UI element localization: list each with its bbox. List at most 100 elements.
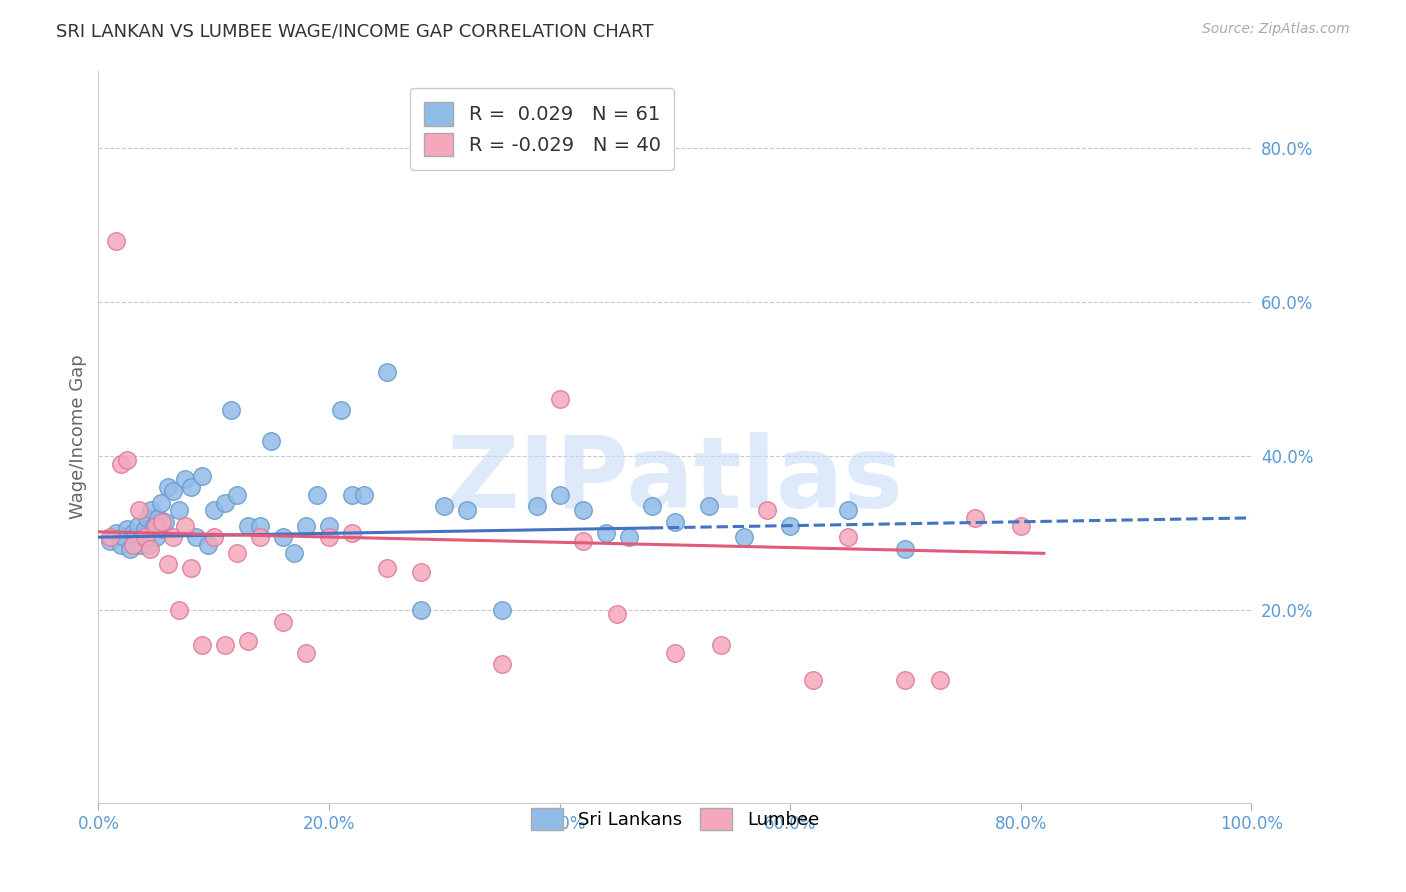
Point (929, 673, 952, 687)
Point (375, 365, 398, 379)
Point (283, 545, 305, 559)
Point (162, 530, 184, 544)
Point (238, 518, 260, 533)
Point (134, 530, 156, 544)
Point (145, 530, 167, 544)
Point (98, 534, 121, 549)
Point (180, 561, 202, 575)
Point (249, 518, 271, 533)
Point (110, 457, 132, 471)
Point (526, 500, 548, 514)
Point (249, 530, 271, 544)
Point (411, 603, 433, 617)
Point (148, 511, 170, 525)
Point (134, 523, 156, 537)
Point (104, 234, 127, 248)
Point (162, 483, 184, 498)
Point (1010, 518, 1032, 533)
Point (98, 530, 121, 544)
Point (617, 530, 640, 544)
Point (156, 480, 179, 494)
Point (456, 503, 478, 517)
Point (156, 557, 179, 571)
Point (138, 538, 160, 552)
Point (174, 518, 197, 533)
Point (963, 511, 986, 525)
Point (128, 503, 150, 517)
Point (271, 615, 294, 629)
Point (202, 503, 225, 517)
Point (167, 603, 190, 617)
Text: Source: ZipAtlas.com: Source: ZipAtlas.com (1202, 22, 1350, 37)
Point (340, 526, 363, 541)
Point (548, 488, 571, 502)
Point (214, 638, 236, 652)
Point (155, 515, 177, 529)
Point (104, 526, 127, 541)
Text: SRI LANKAN VS LUMBEE WAGE/INCOME GAP CORRELATION CHART: SRI LANKAN VS LUMBEE WAGE/INCOME GAP COR… (56, 22, 654, 40)
Point (318, 530, 340, 544)
Point (202, 530, 225, 544)
Point (837, 503, 859, 517)
Point (180, 480, 202, 494)
Point (548, 392, 571, 406)
Point (167, 503, 190, 517)
Point (260, 434, 283, 448)
Point (142, 518, 165, 533)
Point (117, 523, 139, 537)
Point (295, 518, 318, 533)
Point (664, 646, 686, 660)
Point (197, 538, 219, 552)
Point (411, 565, 433, 579)
Point (186, 530, 208, 544)
Point (225, 488, 247, 502)
Point (139, 541, 162, 556)
Point (271, 530, 294, 544)
Point (894, 541, 917, 556)
Point (733, 530, 755, 544)
Point (571, 503, 593, 517)
Point (152, 523, 174, 537)
Legend: Sri Lankans, Lumbee: Sri Lankans, Lumbee (523, 801, 827, 838)
Point (129, 538, 152, 552)
Point (571, 534, 593, 549)
Point (433, 500, 456, 514)
Point (118, 541, 141, 556)
Point (353, 488, 375, 502)
Point (606, 607, 628, 622)
Point (174, 472, 197, 486)
Point (375, 561, 398, 575)
Point (491, 657, 513, 672)
Point (124, 530, 146, 544)
Point (491, 603, 513, 617)
Point (219, 403, 242, 417)
Point (779, 518, 801, 533)
Point (295, 646, 318, 660)
Point (641, 500, 664, 514)
Point (894, 673, 917, 687)
Point (150, 515, 173, 529)
Point (131, 530, 153, 544)
Point (191, 468, 214, 483)
Y-axis label: Wage/Income Gap: Wage/Income Gap (69, 355, 87, 519)
Point (699, 500, 721, 514)
Point (801, 673, 824, 687)
Point (214, 495, 236, 509)
Point (329, 403, 352, 417)
Point (595, 526, 617, 541)
Point (307, 488, 329, 502)
Point (141, 503, 163, 517)
Point (110, 538, 132, 552)
Point (318, 518, 340, 533)
Point (664, 515, 686, 529)
Point (149, 495, 172, 509)
Point (340, 488, 363, 502)
Point (710, 638, 733, 652)
Point (145, 518, 167, 533)
Point (112, 530, 135, 544)
Point (191, 638, 214, 652)
Point (756, 503, 779, 517)
Text: ZIPatlas: ZIPatlas (447, 433, 903, 530)
Point (238, 634, 260, 648)
Point (122, 526, 145, 541)
